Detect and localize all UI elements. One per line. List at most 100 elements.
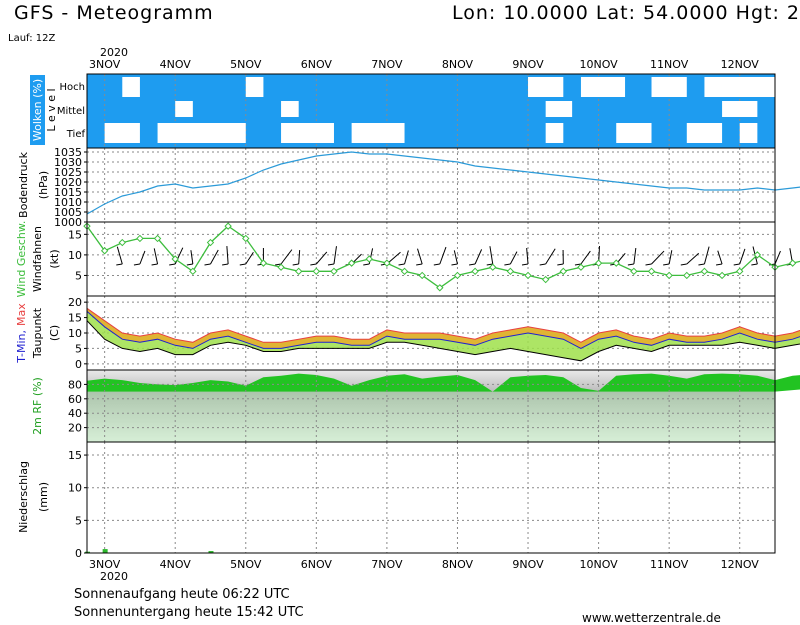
date-label: 11NOV <box>650 558 689 571</box>
pressure-axis-title: Bodendruck <box>17 151 30 218</box>
model-run-label: Lauf: 12Z <box>8 33 56 44</box>
wind-barb <box>633 248 637 265</box>
wind-barb <box>739 248 746 265</box>
pressure-tick-label: 1010 <box>54 196 82 209</box>
wind-speed-marker <box>524 271 532 280</box>
wind-barb-tail <box>680 263 687 266</box>
wind-barb-tail <box>451 263 458 266</box>
wind-speed-marker <box>224 222 232 230</box>
wind-barb-tail <box>751 263 758 266</box>
sunset-text: Sonnenuntergang heute 15:42 UTC <box>74 605 304 620</box>
wind-barb-tail <box>292 263 299 266</box>
precipitation-panel: 0 5 10 15 Niederschlag (mm) <box>17 441 776 560</box>
wind-speed-marker <box>400 267 409 276</box>
wind-barb-tail <box>627 263 634 266</box>
wind-barb <box>153 248 159 265</box>
wind-barb <box>315 251 328 265</box>
temperature-tick-label: 10 <box>68 327 82 340</box>
wind-barb <box>489 246 494 265</box>
wind-barb <box>453 250 458 265</box>
wind-speed-marker <box>700 267 709 276</box>
precip-bar <box>102 549 108 553</box>
wind-speed-marker <box>489 263 497 271</box>
wind-speed-marker <box>347 259 356 267</box>
humidity-lower-tint <box>87 391 775 442</box>
pressure-unit: (hPa) <box>37 171 50 199</box>
pressure-tick-label: 1000 <box>54 216 82 229</box>
wind-unit: (kt) <box>48 249 61 268</box>
cloud-cell <box>245 77 264 97</box>
date-label: 9NOV <box>512 58 544 71</box>
cloud-cell <box>704 77 775 97</box>
precipitation-tick-label: 10 <box>68 482 82 495</box>
level-label: Hoch <box>60 82 85 93</box>
wind-barb-tail <box>663 263 670 266</box>
wind-speed-marker <box>453 271 462 280</box>
wind-barb <box>210 249 219 265</box>
wind-barb <box>545 248 556 265</box>
cloud-cell <box>545 123 564 143</box>
chart-title: GFS - Meteogramm <box>14 2 214 24</box>
wind-speed-marker <box>559 267 568 276</box>
wind-speed-marker <box>594 259 603 267</box>
cloud-cell <box>122 77 140 97</box>
pressure-tick-label: 1020 <box>54 176 82 189</box>
precipitation-unit: (mm) <box>37 482 50 512</box>
wind-speed-marker <box>136 234 144 243</box>
wind-speed-marker <box>736 267 744 276</box>
date-label: 6NOV <box>301 58 333 71</box>
humidity-tick-label: 60 <box>68 393 82 406</box>
wind-barbs-title: Windfahnen <box>31 226 44 292</box>
wind-barb-tail <box>486 263 493 266</box>
wind-barb-tail <box>169 263 176 266</box>
wind-barb-tail <box>698 263 705 266</box>
wind-barb-tail <box>433 263 440 266</box>
wind-speed-marker <box>100 247 109 255</box>
wind-barb <box>404 250 409 265</box>
wind-barb-tail <box>733 263 740 266</box>
pressure-tick-label: 1025 <box>54 166 82 179</box>
wind-barb <box>280 249 293 265</box>
wind-speed-marker <box>171 255 179 263</box>
wind-speed-marker <box>788 259 797 267</box>
humidity-tick-label: 40 <box>68 407 82 420</box>
wind-speed-marker <box>647 267 656 276</box>
wind-speed-marker <box>665 271 673 280</box>
wind-barb-tail <box>116 263 123 266</box>
wind-speed-marker <box>577 263 585 271</box>
top-date-axis: 3NOV 4NOV 5NOV 6NOV 7NOV 8NOV 9NOV 10NOV 11NOV 12… <box>89 58 759 71</box>
wind-barb-tail <box>363 263 370 266</box>
wind-barb-tail <box>151 263 158 266</box>
wind-barb <box>526 248 529 265</box>
wind-speed-marker <box>541 275 550 284</box>
precipitation-tick-label: 5 <box>75 514 82 527</box>
wind-barb-tail <box>310 263 317 266</box>
date-label: 8NOV <box>442 58 474 71</box>
pressure-tick-label: 1030 <box>54 156 82 169</box>
precip-bar <box>208 551 214 553</box>
dewpoint-line <box>86 320 800 362</box>
wind-speed-marker <box>436 284 444 292</box>
wind-panel: 5 10 15 Wind Geschw. Windfahnen (kt) <box>15 221 800 297</box>
wind-barb <box>651 250 665 265</box>
sunrise-text: Sonnenaufgang heute 06:22 UTC <box>74 587 290 602</box>
date-label: 4NOV <box>160 558 192 571</box>
pressure-line <box>86 151 800 215</box>
pressure-tick-label: 1005 <box>54 206 82 219</box>
temperature-tick-label: 15 <box>68 312 82 325</box>
cloud-cell <box>528 77 564 97</box>
date-label: 10NOV <box>579 58 618 71</box>
humidity-axis-title: 2m RF (%) <box>31 377 44 435</box>
wind-barb <box>717 250 723 265</box>
website-link[interactable]: www.wetterzentrale.de <box>582 611 721 625</box>
date-label: 3NOV <box>89 58 121 71</box>
wind-speed-marker <box>718 271 726 280</box>
pressure-tick-label: 1035 <box>54 146 82 159</box>
wind-speed-marker <box>312 267 321 276</box>
wind-barb <box>245 251 254 265</box>
dewpoint-axis-title: Taupunkt <box>31 307 44 359</box>
wind-barb <box>116 246 123 265</box>
cloud-cell <box>175 101 193 117</box>
wind-tick-label: 5 <box>75 269 82 282</box>
